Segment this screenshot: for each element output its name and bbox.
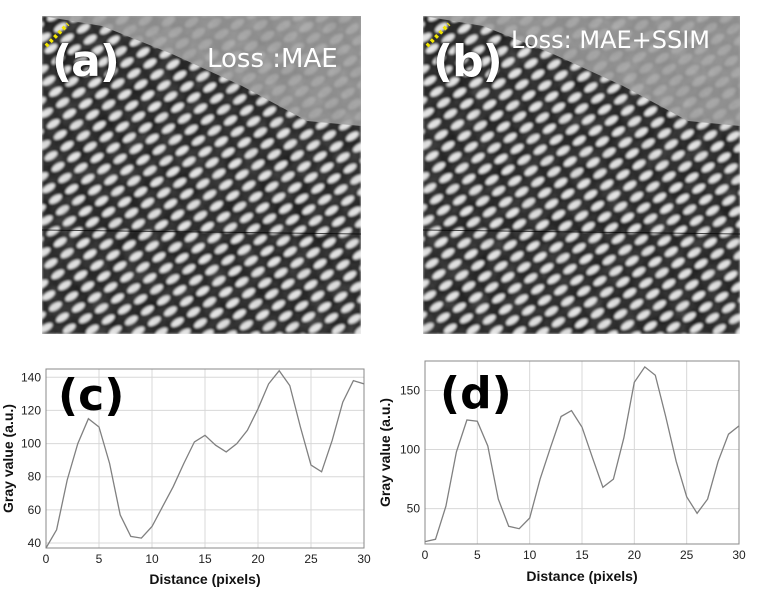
y-tick-label-d: 150	[400, 384, 420, 398]
x-axis-label-c: Distance (pixels)	[149, 571, 260, 587]
y-tick-label-d: 50	[407, 502, 421, 516]
chart-label-d: (d)	[440, 368, 512, 419]
panel-label-b: (b)	[433, 36, 503, 87]
y-ticks-c: 40 60 80 100 120 140	[21, 370, 41, 550]
profile-marker-a	[44, 22, 70, 48]
line-chart-c: 0 5 10 15 20 25 30 40 60 80 100 120 140 Distance (p…	[0, 355, 375, 593]
chart-label-c: (c)	[58, 370, 125, 421]
y-tick-label-c: 140	[21, 370, 41, 384]
profile-line-d	[424, 365, 740, 543]
x-axis-label-d: Distance (pixels)	[526, 568, 637, 584]
y-tick-label-c: 60	[28, 503, 42, 517]
y-tick-label-d: 100	[400, 443, 420, 457]
profile-line-c	[45, 369, 365, 549]
x-tick-label-d: 0	[422, 548, 429, 562]
x-ticks-d: 0 5 10 15 20 25 30	[422, 548, 746, 562]
x-tick-label-d: 10	[523, 548, 537, 562]
plot-frame-c	[45, 368, 365, 549]
x-tick-label-d: 20	[628, 548, 642, 562]
y-ticks-d: 50 100 150	[400, 384, 420, 516]
x-tick-label-c: 5	[96, 552, 103, 566]
line-chart-d: 0 5 10 15 20 25 30 50 100 150 Distance (pixels) …	[377, 352, 761, 593]
hrtem-image-b: (b) Loss: MAE+SSIM	[423, 16, 740, 334]
y-tick-label-c: 40	[28, 536, 42, 550]
chart-svg-c: 0 5 10 15 20 25 30 40 60 80 100 120 140 Distance (p…	[0, 368, 371, 587]
x-ticks-c: 0 5 10 15 20 25 30	[43, 552, 371, 566]
loss-label-a: Loss :MAE	[207, 44, 338, 74]
x-tick-label-d: 15	[575, 548, 589, 562]
lattice-image-a	[42, 16, 361, 334]
lattice-image-b	[423, 16, 740, 334]
y-tick-label-c: 80	[28, 470, 42, 484]
x-tick-label-c: 20	[251, 552, 265, 566]
hrtem-image-a: (a) Loss :MAE	[42, 16, 361, 334]
x-tick-label-c: 15	[198, 552, 212, 566]
y-tick-label-c: 120	[21, 403, 41, 417]
y-axis-label-d: Gray value (a.u.)	[378, 398, 393, 507]
x-tick-label-c: 10	[145, 552, 159, 566]
x-tick-label-d: 5	[474, 548, 481, 562]
y-tick-label-c: 100	[21, 437, 41, 451]
panel-label-a: (a)	[52, 36, 120, 87]
x-tick-label-c: 30	[357, 552, 371, 566]
loss-label-b: Loss: MAE+SSIM	[511, 26, 711, 54]
x-tick-label-d: 30	[732, 548, 746, 562]
plot-frame-d	[424, 360, 740, 545]
y-axis-label-c: Gray value (a.u.)	[0, 404, 16, 513]
profile-marker-b	[425, 22, 451, 48]
x-tick-label-c: 25	[304, 552, 318, 566]
x-tick-label-d: 25	[680, 548, 694, 562]
x-tick-label-c: 0	[43, 552, 50, 566]
